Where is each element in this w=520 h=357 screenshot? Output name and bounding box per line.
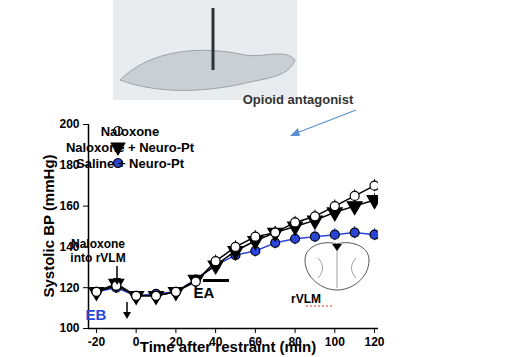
svg-text:100: 100 bbox=[325, 335, 345, 349]
svg-text:120: 120 bbox=[59, 281, 79, 295]
svg-text:Naloxone: Naloxone bbox=[71, 237, 125, 251]
svg-text:200: 200 bbox=[59, 117, 79, 131]
svg-text:Opioid antagonist: Opioid antagonist bbox=[243, 92, 354, 107]
svg-text:into rVLM: into rVLM bbox=[70, 251, 125, 265]
svg-text:Naloxone: Naloxone bbox=[101, 124, 160, 139]
svg-text:EB: EB bbox=[86, 306, 107, 323]
svg-text:Systolic BP (mmHg): Systolic BP (mmHg) bbox=[40, 154, 57, 297]
svg-text:160: 160 bbox=[59, 199, 79, 213]
svg-text:Saline + Neuro-Pt: Saline + Neuro-Pt bbox=[76, 156, 185, 171]
svg-text:-20: -20 bbox=[88, 335, 106, 349]
svg-text:Naloxone + Neuro-Pt: Naloxone + Neuro-Pt bbox=[66, 140, 195, 155]
svg-text:Time after restraint (min): Time after restraint (min) bbox=[140, 338, 316, 355]
svg-text:rVLM: rVLM bbox=[291, 292, 321, 306]
svg-text:180: 180 bbox=[59, 158, 80, 173]
svg-text:EA: EA bbox=[194, 284, 215, 301]
svg-text:0: 0 bbox=[133, 335, 140, 349]
svg-text:100: 100 bbox=[59, 321, 79, 335]
svg-text:120: 120 bbox=[365, 335, 385, 349]
